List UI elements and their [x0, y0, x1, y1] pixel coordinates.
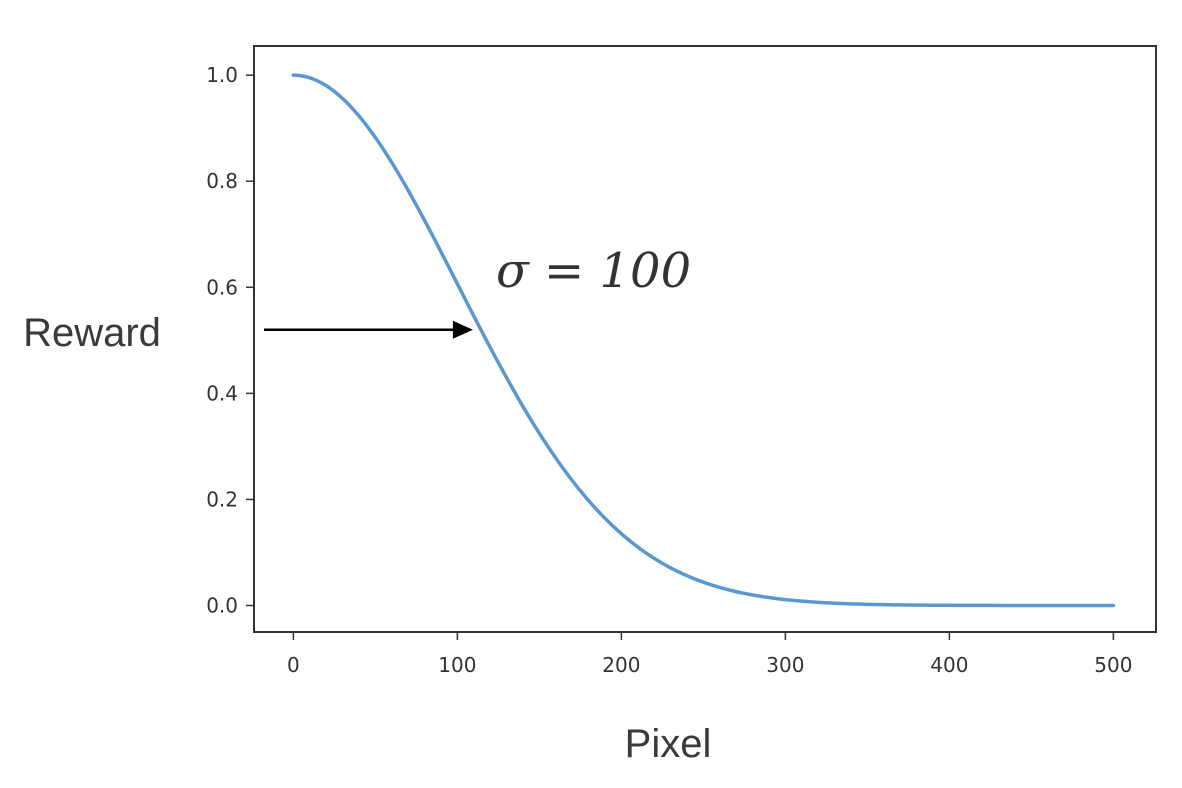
- y-axis-ticks: 0.0 0.2 0.4 0.6 0.8 1.0: [206, 63, 254, 617]
- x-tick-label: 0: [287, 653, 300, 677]
- y-tick-label: 0.6: [206, 275, 238, 299]
- x-tick-label: 400: [930, 653, 968, 677]
- y-tick-label: 0.0: [206, 593, 238, 617]
- y-axis-label: Reward: [23, 311, 161, 355]
- series-line: [291, 73, 1116, 608]
- x-tick-label: 100: [438, 653, 476, 677]
- y-tick-label: 0.2: [206, 487, 238, 511]
- plot-frame: [253, 45, 1157, 633]
- x-tick-label: 500: [1094, 653, 1132, 677]
- y-tick-label: 1.0: [206, 63, 238, 87]
- x-tick-label: 300: [766, 653, 804, 677]
- arrow-head: [452, 320, 473, 339]
- x-tick-label: 200: [602, 653, 640, 677]
- y-tick-label: 0.4: [206, 381, 238, 405]
- annotation-arrow: [264, 320, 473, 339]
- x-axis-label: Pixel: [625, 722, 712, 766]
- x-axis-ticks: 0 100 200 300 400 500: [287, 632, 1132, 677]
- y-tick-label: 0.8: [206, 169, 238, 193]
- sigma-annotation: σ = 100: [496, 243, 691, 299]
